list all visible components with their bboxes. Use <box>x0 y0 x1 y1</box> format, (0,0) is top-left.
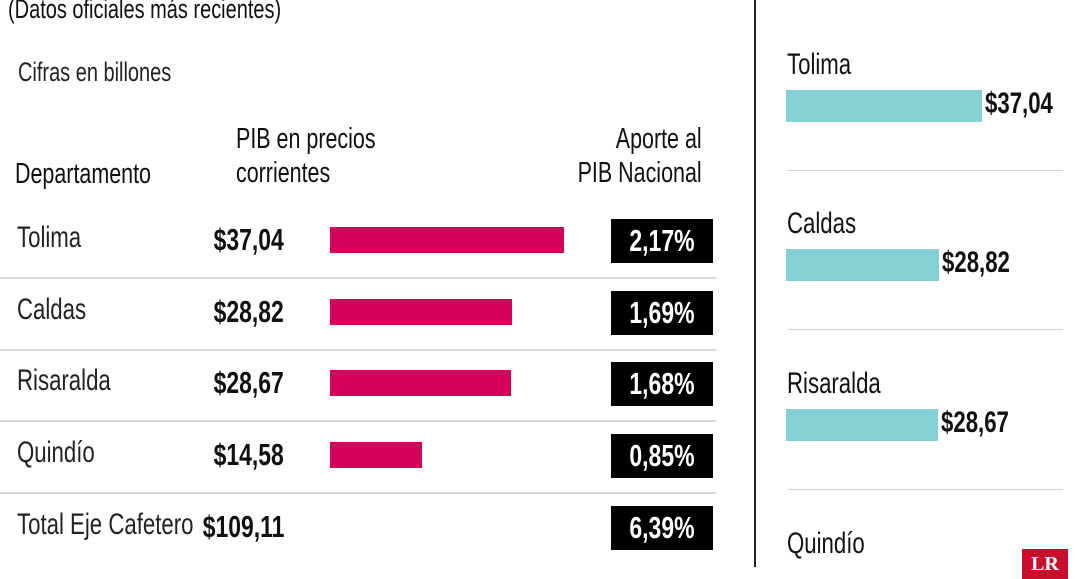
pib-bar <box>330 370 511 396</box>
row-pib-value: $28,82 <box>213 294 284 329</box>
aporte-badge: 1,68% <box>611 362 713 406</box>
pib-bar <box>330 442 422 468</box>
row-divider <box>0 420 716 422</box>
row-departamento: Caldas <box>17 293 87 326</box>
right-item-divider <box>788 170 1063 171</box>
row-departamento: Tolima <box>17 221 82 254</box>
right-item-name: Risaralda <box>787 367 881 400</box>
right-item-bar <box>786 249 939 281</box>
total-label: Total Eje Cafetero <box>17 508 194 541</box>
header-aporte-line2: PIB Nacional <box>577 157 702 189</box>
right-item-name: Tolima <box>787 48 852 81</box>
aporte-value: 0,85% <box>629 438 695 473</box>
total-aporte-badge: 6,39% <box>611 506 713 550</box>
total-pib-value: $109,11 <box>202 509 284 544</box>
total-aporte-value: 6,39% <box>629 510 695 545</box>
right-item-bar <box>786 90 982 122</box>
aporte-badge: 0,85% <box>611 434 713 478</box>
right-item-bar <box>786 409 938 441</box>
aporte-value: 1,69% <box>629 295 695 330</box>
units-note: Cifras en billones <box>18 57 172 87</box>
row-divider <box>0 349 716 351</box>
right-item-value: $28,82 <box>942 246 1010 279</box>
row-divider <box>0 277 716 279</box>
aporte-badge: 1,69% <box>611 291 713 335</box>
header-aporte: Aporte al PIB Nacional <box>578 122 702 190</box>
header-pib: PIB en precios corrientes <box>236 122 376 190</box>
row-pib-value: $37,04 <box>213 222 284 257</box>
right-item-name: Caldas <box>787 207 857 240</box>
header-aporte-line1: Aporte al <box>616 123 702 155</box>
row-departamento: Quindío <box>17 436 95 469</box>
right-item-name: Quindío <box>787 527 865 560</box>
aporte-badge: 2,17% <box>611 219 713 263</box>
row-pib-value: $14,58 <box>213 437 284 472</box>
right-item-divider <box>788 329 1063 330</box>
pib-bar <box>330 299 512 325</box>
header-departamento: Departamento <box>15 158 151 190</box>
right-item-value: $37,04 <box>985 87 1053 120</box>
row-divider <box>0 492 716 494</box>
row-pib-value: $28,67 <box>213 365 284 400</box>
header-pib-line2: corrientes <box>236 157 331 189</box>
brand-logo: LR <box>1022 549 1068 579</box>
panel-divider <box>754 0 756 567</box>
aporte-value: 2,17% <box>629 223 695 258</box>
header-pib-line1: PIB en precios <box>236 123 376 155</box>
pib-bar <box>330 227 564 253</box>
right-item-divider <box>788 489 1063 490</box>
aporte-value: 1,68% <box>629 366 695 401</box>
chart-subtitle: (Datos oficiales más recientes) <box>8 0 282 24</box>
row-departamento: Risaralda <box>17 364 111 397</box>
right-item-value: $28,67 <box>941 406 1009 439</box>
